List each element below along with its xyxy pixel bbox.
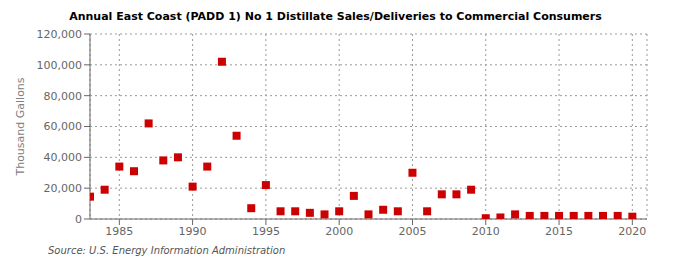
svg-text:2000: 2000 <box>325 225 353 238</box>
svg-text:1990: 1990 <box>179 225 207 238</box>
svg-text:1985: 1985 <box>105 225 133 238</box>
svg-text:40,000: 40,000 <box>44 151 83 164</box>
svg-text:2010: 2010 <box>472 225 500 238</box>
svg-text:2020: 2020 <box>618 225 646 238</box>
svg-text:120,000: 120,000 <box>37 28 83 41</box>
svg-text:80,000: 80,000 <box>44 90 83 103</box>
svg-text:60,000: 60,000 <box>44 120 83 133</box>
svg-text:2015: 2015 <box>545 225 573 238</box>
svg-text:0: 0 <box>75 213 82 226</box>
svg-text:Thousand Gallons: Thousand Gallons <box>14 77 27 176</box>
svg-text:1995: 1995 <box>252 225 280 238</box>
html-text:Annual East Coast (PADD 1) No: Annual East Coast (PADD 1) No 1 Distilla… <box>69 10 602 23</box>
svg-text:20,000: 20,000 <box>44 182 83 195</box>
html-text:Source: U.S. Energy Informatio: Source: U.S. Energy Information Administ… <box>48 245 286 256</box>
svg-text:2005: 2005 <box>398 225 426 238</box>
svg-text:100,000: 100,000 <box>37 59 83 72</box>
